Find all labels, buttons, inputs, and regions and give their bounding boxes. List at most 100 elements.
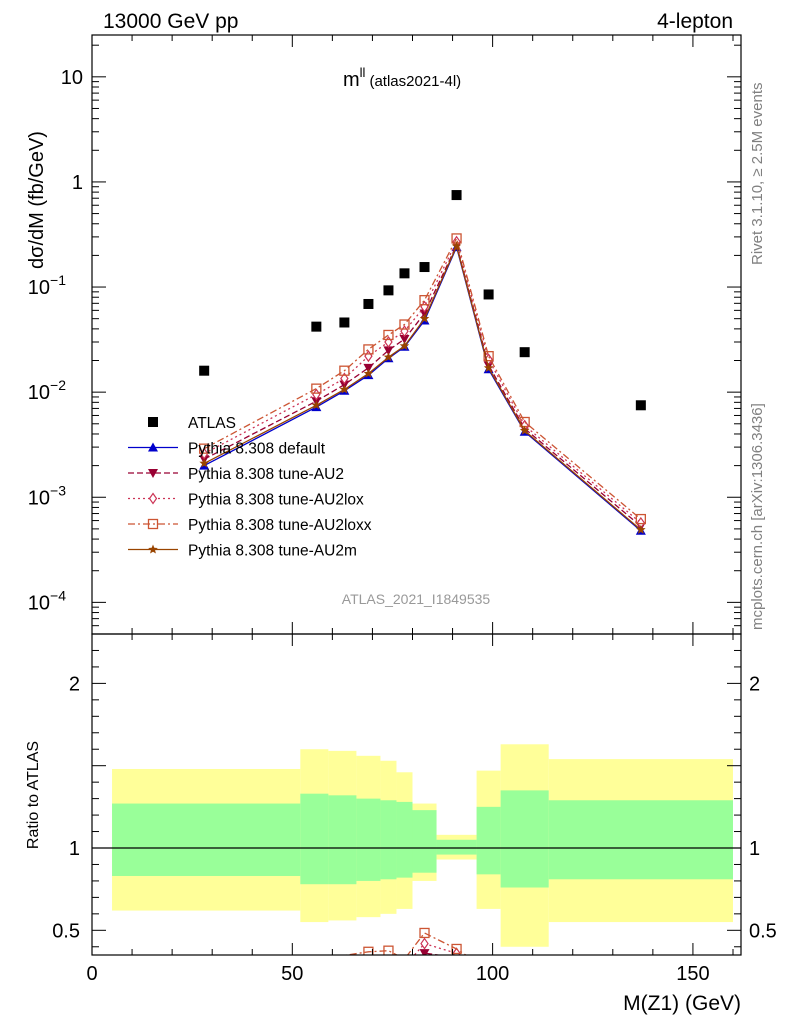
legend-marker: [148, 469, 158, 478]
plot-title-main: m: [343, 69, 360, 91]
ratio-series-1: [419, 949, 443, 955]
legend-marker: [148, 417, 158, 427]
plot-title-sub: (atlas2021-4l): [369, 73, 461, 90]
x-tick-label: 0: [86, 963, 97, 985]
header-right: 4-lepton: [657, 10, 733, 33]
series-point: [483, 351, 494, 362]
ratio-series-point: [451, 943, 462, 955]
series-point: [311, 383, 322, 394]
y-ticks: 10−4 10−3 10−2 10−1 1 10: [28, 44, 741, 635]
ratio-frame: [91, 633, 742, 956]
ratio-series-line: [421, 952, 443, 955]
legend-label: Pythia 8.308 tune-AU2lox: [188, 492, 364, 509]
ratio-y-tick-label-left: 2: [69, 673, 80, 695]
series-point: [419, 313, 430, 323]
series-line: [203, 244, 642, 531]
ratio-series-0: [204, 960, 641, 1002]
series-point: [483, 362, 494, 372]
ratio-panel: 0 50 100 150 0.5 0.5 1 1 2 2: [52, 35, 777, 1002]
ratio-inner-band: [380, 800, 397, 880]
x-axis-label: M(Z1) (GeV): [623, 992, 741, 1015]
main-panel: ATLAS Pythia 8.308 default Pythia 8.308 tu…: [28, 34, 742, 635]
series-point: [400, 325, 409, 338]
y-tick-label: 10−2: [28, 377, 66, 404]
ratio-y-tick-label-right: 2: [749, 673, 760, 695]
legend-marker: [147, 518, 159, 530]
ratio-y-ticks: 0.5 0.5 1 1 2 2: [52, 633, 777, 948]
ratio-series-point: [383, 945, 394, 955]
series-point: [636, 524, 646, 534]
data-point: [451, 190, 462, 201]
legend-marker: [148, 442, 158, 452]
series-point: [339, 365, 350, 376]
series-1: [199, 241, 646, 532]
plot-title-sup: ll: [360, 65, 366, 80]
series-line: [203, 243, 642, 527]
ratio-series-point: [419, 927, 430, 939]
ratio-y-axis-label: Ratio to ATLAS: [25, 741, 42, 849]
ratio-series-4: [204, 959, 641, 1002]
legend-entry-3: Pythia 8.308 tune-AU2lox: [128, 492, 364, 509]
series-point: [311, 400, 322, 410]
series-point: [451, 241, 462, 251]
legend-label: Pythia 8.308 tune-AU2loxx: [188, 517, 372, 534]
ratio-y-tick-label-left: 0.5: [52, 920, 80, 942]
series-line: [203, 236, 642, 520]
ratio-series-2: [413, 937, 461, 955]
ratio-inner-band: [412, 810, 437, 873]
legend-entry-1: Pythia 8.308 default: [128, 441, 326, 458]
legend-entry-5: Pythia 8.308 tune-AU2m: [128, 543, 357, 560]
series-point: [635, 513, 646, 525]
data-point: [519, 347, 530, 358]
data-point: [483, 289, 494, 300]
y-tick-label: 10−1: [28, 272, 66, 299]
series-point: [199, 443, 210, 454]
series-4: [199, 241, 646, 534]
series-point: [363, 368, 374, 378]
x-ticks: 0 50 100 150: [86, 35, 734, 985]
ratio-inner-band: [500, 790, 549, 888]
series-point: [383, 352, 394, 362]
ratio-inner-band: [436, 839, 477, 855]
x-tick-label: 50: [281, 963, 303, 985]
y-tick-label: 1: [72, 172, 83, 194]
ratio-series-point: [420, 937, 429, 950]
legend-entry-4: Pythia 8.308 tune-AU2loxx: [128, 517, 372, 534]
series-point: [419, 295, 430, 306]
series-point: [384, 335, 393, 349]
ratio-inner-band: [300, 793, 329, 885]
legend-marker: [148, 544, 158, 554]
data-point: [339, 317, 350, 328]
series-point: [363, 344, 374, 355]
data-point: [635, 400, 646, 411]
series-point: [199, 458, 209, 468]
data-point: [363, 298, 374, 309]
analysis-watermark: ATLAS_2021_I1849535: [342, 591, 491, 607]
series-point: [364, 350, 373, 363]
legend-label: Pythia 8.308 default: [188, 441, 326, 458]
legend-label: Pythia 8.308 tune-AU2m: [188, 543, 357, 560]
data-point: [383, 285, 394, 296]
y-tick-label: 10: [61, 67, 83, 89]
rivet-label: Rivet 3.1.10, ≥ 2.5M events: [749, 83, 766, 266]
ratio-series-3: [343, 927, 467, 955]
series-point: [399, 319, 410, 330]
ratio-inner-band: [112, 803, 301, 876]
data-point: [199, 365, 210, 376]
series-point: [340, 372, 349, 385]
series-line: [203, 245, 642, 532]
ratio-inner-band: [328, 795, 357, 885]
series-point: [383, 329, 394, 341]
data-point: [311, 321, 322, 332]
y-tick-label: 10−4: [28, 587, 66, 614]
plot-title: mll(atlas2021-4l): [343, 65, 461, 91]
y-tick-label: 10−3: [28, 482, 66, 509]
x-tick-label: 150: [676, 963, 709, 985]
ratio-series-point: [419, 949, 430, 955]
ratio-inner-band: [356, 798, 381, 881]
series-point: [383, 346, 394, 356]
ratio-inner-band: [548, 800, 733, 880]
ratio-series-line: [204, 960, 641, 1002]
ratio-y-tick-label-left: 1: [69, 838, 80, 860]
series-point: [519, 425, 530, 435]
